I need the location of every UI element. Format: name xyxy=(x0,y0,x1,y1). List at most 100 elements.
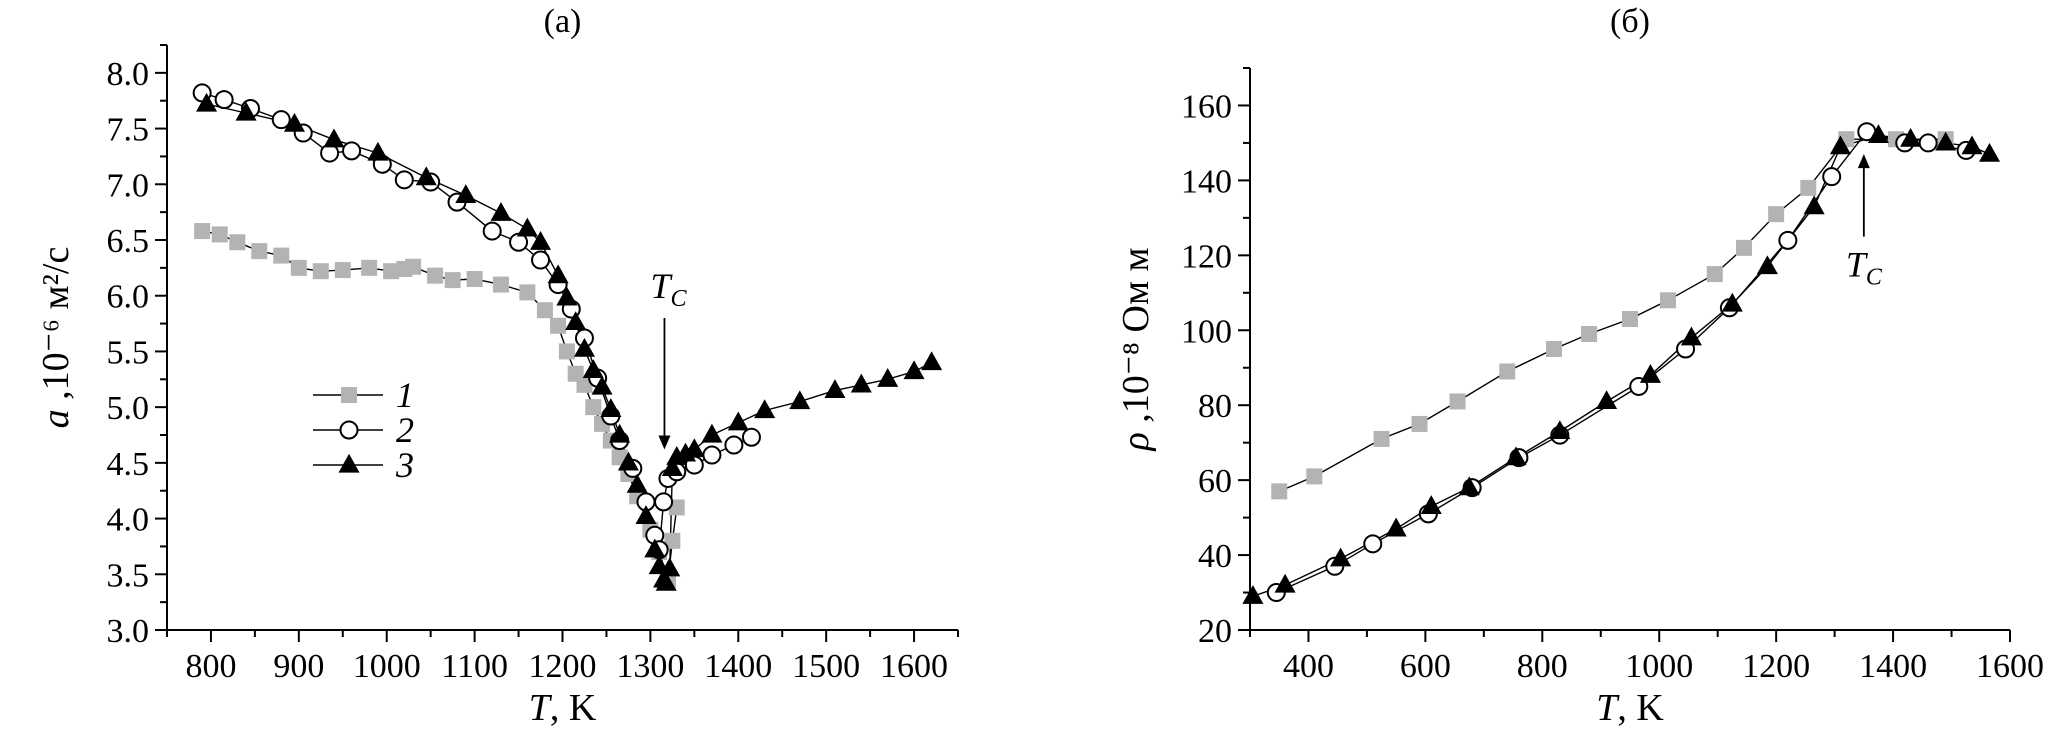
series-3-point-26 xyxy=(661,457,683,477)
series-3-point-33 xyxy=(789,390,811,410)
series-1-point-10 xyxy=(1706,266,1723,283)
series-legend-2-point-0 xyxy=(339,420,359,440)
x-tick-label: 800 xyxy=(185,648,236,685)
series-1-point-0 xyxy=(194,223,211,240)
series-3-point-34 xyxy=(824,379,846,399)
series-1-markers xyxy=(1271,131,1954,500)
series-3-point-14 xyxy=(582,359,604,378)
x-tick-label: 1200 xyxy=(529,648,597,685)
series-3-point-25 xyxy=(659,557,681,577)
series-3-point-8 xyxy=(516,217,538,237)
x-tick-label: 1200 xyxy=(1742,648,1810,685)
y-tick-label: 5.0 xyxy=(107,390,150,427)
tc-annotation-main: T xyxy=(1846,245,1869,285)
series-1-point-4 xyxy=(273,247,290,264)
series-legend-1-point-0 xyxy=(341,387,357,403)
series-3-point-38 xyxy=(921,351,943,371)
series-3-point-1 xyxy=(235,101,257,121)
y-tick-label: 7.5 xyxy=(107,112,150,149)
series-3-point-35 xyxy=(850,373,872,393)
x-tick-label: 1400 xyxy=(1859,648,1927,685)
y-axis-var: ρ xyxy=(1115,432,1157,451)
series-3-point-13 xyxy=(573,337,595,357)
series-3-point-15 xyxy=(591,375,613,395)
y-axis-unit: ,10⁻⁶ м²/с xyxy=(35,247,77,410)
series-1-point-11 xyxy=(405,258,422,275)
x-tick-label: 1100 xyxy=(441,648,508,685)
series-1-point-11 xyxy=(1736,239,1752,256)
x-axis-title: T, K xyxy=(1596,687,1664,729)
series-1-point-6 xyxy=(312,263,329,280)
series-3-point-8 xyxy=(1596,390,1618,410)
series-3-point-36 xyxy=(877,368,899,387)
series-3-point-11 xyxy=(1721,292,1743,312)
series-3-point-16 xyxy=(600,398,622,417)
legend-label-1: 1 xyxy=(396,375,414,415)
series-1-point-19 xyxy=(558,343,575,360)
series-2-point-29 xyxy=(724,435,744,455)
series-2-point-24 xyxy=(654,492,674,512)
series-1-point-15 xyxy=(492,276,509,293)
series-1-point-14 xyxy=(466,271,483,287)
y-axis-var: a xyxy=(35,409,77,428)
series-3-point-4 xyxy=(367,141,389,161)
x-axis-var: T xyxy=(529,687,553,729)
series-3-point-2 xyxy=(1330,547,1352,567)
x-tick-label: 1000 xyxy=(1625,648,1693,685)
series-2-point-13 xyxy=(531,250,551,270)
x-tick-label: 1400 xyxy=(704,648,772,685)
series-2-markers xyxy=(192,83,761,560)
x-tick-label: 1600 xyxy=(880,648,948,685)
series-3-point-9 xyxy=(530,230,552,250)
y-axis-unit: ,10⁻⁸ Ом м xyxy=(1115,247,1157,432)
series-1-point-2 xyxy=(1373,430,1390,447)
series-1-point-13 xyxy=(444,272,461,289)
x-axis-unit: , K xyxy=(550,687,597,729)
series-2-point-10 xyxy=(1778,230,1798,250)
series-1-point-9 xyxy=(1660,292,1676,309)
y-axis-title: ρ ,10⁻⁸ Ом м xyxy=(1115,247,1157,451)
series-2-point-28 xyxy=(702,445,722,465)
series-3-point-12 xyxy=(565,311,587,331)
series-2-point-6 xyxy=(342,141,362,161)
y-tick-label: 6.5 xyxy=(107,223,150,260)
series-3-point-16 xyxy=(1900,127,1922,147)
tc-annotation: TC xyxy=(650,266,687,312)
series-2-point-8 xyxy=(394,170,414,190)
series-1-point-12 xyxy=(427,267,444,284)
y-tick-label: 120 xyxy=(1181,238,1232,275)
series-1-point-18 xyxy=(550,317,567,334)
x-axis-var: T xyxy=(1596,687,1620,729)
series-1-point-31 xyxy=(664,532,681,549)
x-tick-label: 1500 xyxy=(792,648,860,685)
series-3-point-18 xyxy=(617,451,639,471)
series-3-point-29 xyxy=(683,438,705,458)
y-tick-label: 8.0 xyxy=(107,56,150,93)
x-axis-title: T, K xyxy=(529,687,597,729)
series-1-point-5 xyxy=(1499,363,1516,380)
series-3-point-3 xyxy=(1385,517,1407,537)
series-3-point-4 xyxy=(1420,495,1442,514)
y-tick-label: 3.0 xyxy=(107,613,150,650)
y-tick-label: 100 xyxy=(1181,313,1232,350)
series-3-point-30 xyxy=(701,423,723,443)
series-1-point-16 xyxy=(519,284,536,301)
y-axis-title: a ,10⁻⁶ м²/с xyxy=(35,247,77,429)
series-1-point-1 xyxy=(211,226,228,243)
legend-label-2: 2 xyxy=(396,410,414,450)
tc-annotation-main: T xyxy=(650,266,673,306)
series-3-point-7 xyxy=(490,202,512,221)
panel-label: (a) xyxy=(544,3,582,40)
series-3-point-10 xyxy=(547,264,569,284)
y-tick-label: 160 xyxy=(1181,88,1232,125)
x-tick-label: 400 xyxy=(1283,648,1334,685)
y-tick-label: 6.0 xyxy=(107,279,150,316)
series-1-point-7 xyxy=(334,262,351,279)
series-1-point-17 xyxy=(536,302,553,319)
series-1-point-12 xyxy=(1768,206,1785,223)
series-1-point-1 xyxy=(1306,468,1323,485)
series-3-point-17 xyxy=(1935,131,1957,151)
series-3-point-32 xyxy=(754,399,776,419)
series-1-point-3 xyxy=(1411,415,1428,432)
